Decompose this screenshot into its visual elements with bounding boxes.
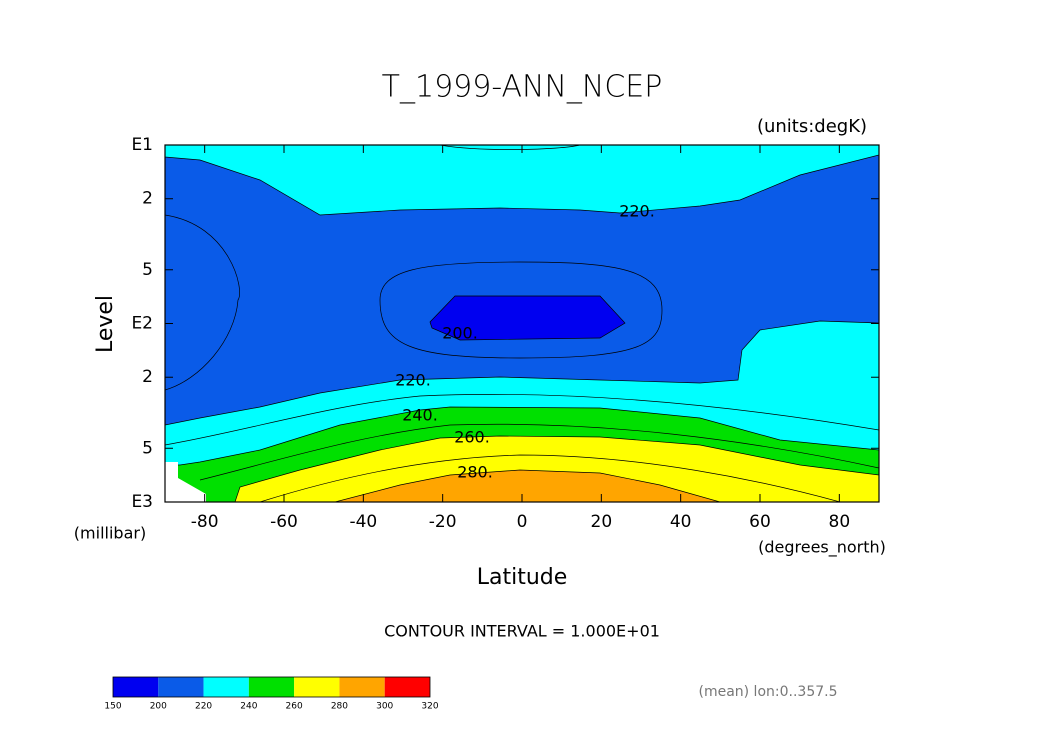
colorbar-frame [112, 676, 431, 698]
x-tick-label: -40 [349, 512, 377, 532]
contour-line [439, 145, 581, 150]
chart-title: T_1999-ANN_NCEP [382, 70, 663, 105]
colorbar-swatch [158, 677, 204, 697]
contour-line [165, 393, 879, 446]
colorbar-swatch [248, 677, 295, 697]
contour-line [259, 454, 841, 502]
y-tick-label: E1 [131, 135, 153, 155]
y-tick-label: 5 [142, 438, 153, 458]
x-tick-label: -80 [191, 512, 219, 532]
contour-line [199, 423, 879, 481]
colorbar-label: 260 [286, 702, 303, 712]
colorbar-label: 280 [331, 702, 348, 712]
y-tick-label: E2 [131, 314, 153, 334]
contour-label: 240. [402, 406, 438, 425]
x-axis-label: Latitude [477, 565, 568, 590]
contour-line [379, 261, 663, 359]
contour-label: 200. [442, 324, 478, 343]
colorbar-label: 150 [104, 702, 121, 712]
overlay: 220. 200. 220. 240. 260. 280. -80 -60 -40 -20 0 20 4… [131, 135, 880, 532]
colorbar-label: 240 [240, 702, 257, 712]
contour-fill [334, 469, 721, 502]
plot-area [165, 145, 879, 502]
contour-label: 220. [619, 202, 655, 221]
x-tick-label: 40 [670, 512, 692, 532]
contour-label: 220. [395, 371, 431, 390]
contour-label: 280. [457, 463, 493, 482]
contour-line [165, 214, 240, 391]
contour-label: 260. [454, 428, 490, 447]
contour-fill [429, 295, 626, 341]
colorbar-label: 300 [376, 702, 393, 712]
x-tick-label: -20 [429, 512, 457, 532]
colorbar-swatch [203, 677, 249, 697]
x-tick-label: 80 [829, 512, 851, 532]
colorbar-label: 220 [195, 702, 212, 712]
contour-fill [165, 145, 879, 216]
x-tick-label: 60 [749, 512, 771, 532]
colorbar-swatch [294, 677, 340, 697]
footnote: CONTOUR INTERVAL = 1.000E+01 [384, 622, 660, 641]
x-tick-label: 0 [517, 512, 528, 532]
x-tick-label: -60 [270, 512, 298, 532]
colorbar-swatch [113, 677, 159, 697]
y-tick-label: E3 [131, 492, 153, 512]
y-tick-label: 2 [142, 367, 153, 387]
colorbar-swatch [339, 677, 385, 697]
x-tick-label: 20 [591, 512, 613, 532]
units-label: (units:degK) [757, 116, 867, 137]
contour-fill [234, 435, 879, 502]
y-tick-label: 2 [142, 189, 153, 209]
y-axis-label: Level [93, 295, 118, 353]
y-tick-label: 5 [142, 260, 153, 280]
y-units-label: (millibar) [74, 524, 146, 543]
missing-area [165, 462, 206, 502]
x-units-label: (degrees_north) [758, 538, 886, 558]
colorbar-swatch [384, 677, 430, 697]
colorbar-label: 200 [150, 702, 167, 712]
annotation: (mean) lon:0..357.5 [698, 684, 837, 700]
colorbar-label: 320 [421, 702, 438, 712]
